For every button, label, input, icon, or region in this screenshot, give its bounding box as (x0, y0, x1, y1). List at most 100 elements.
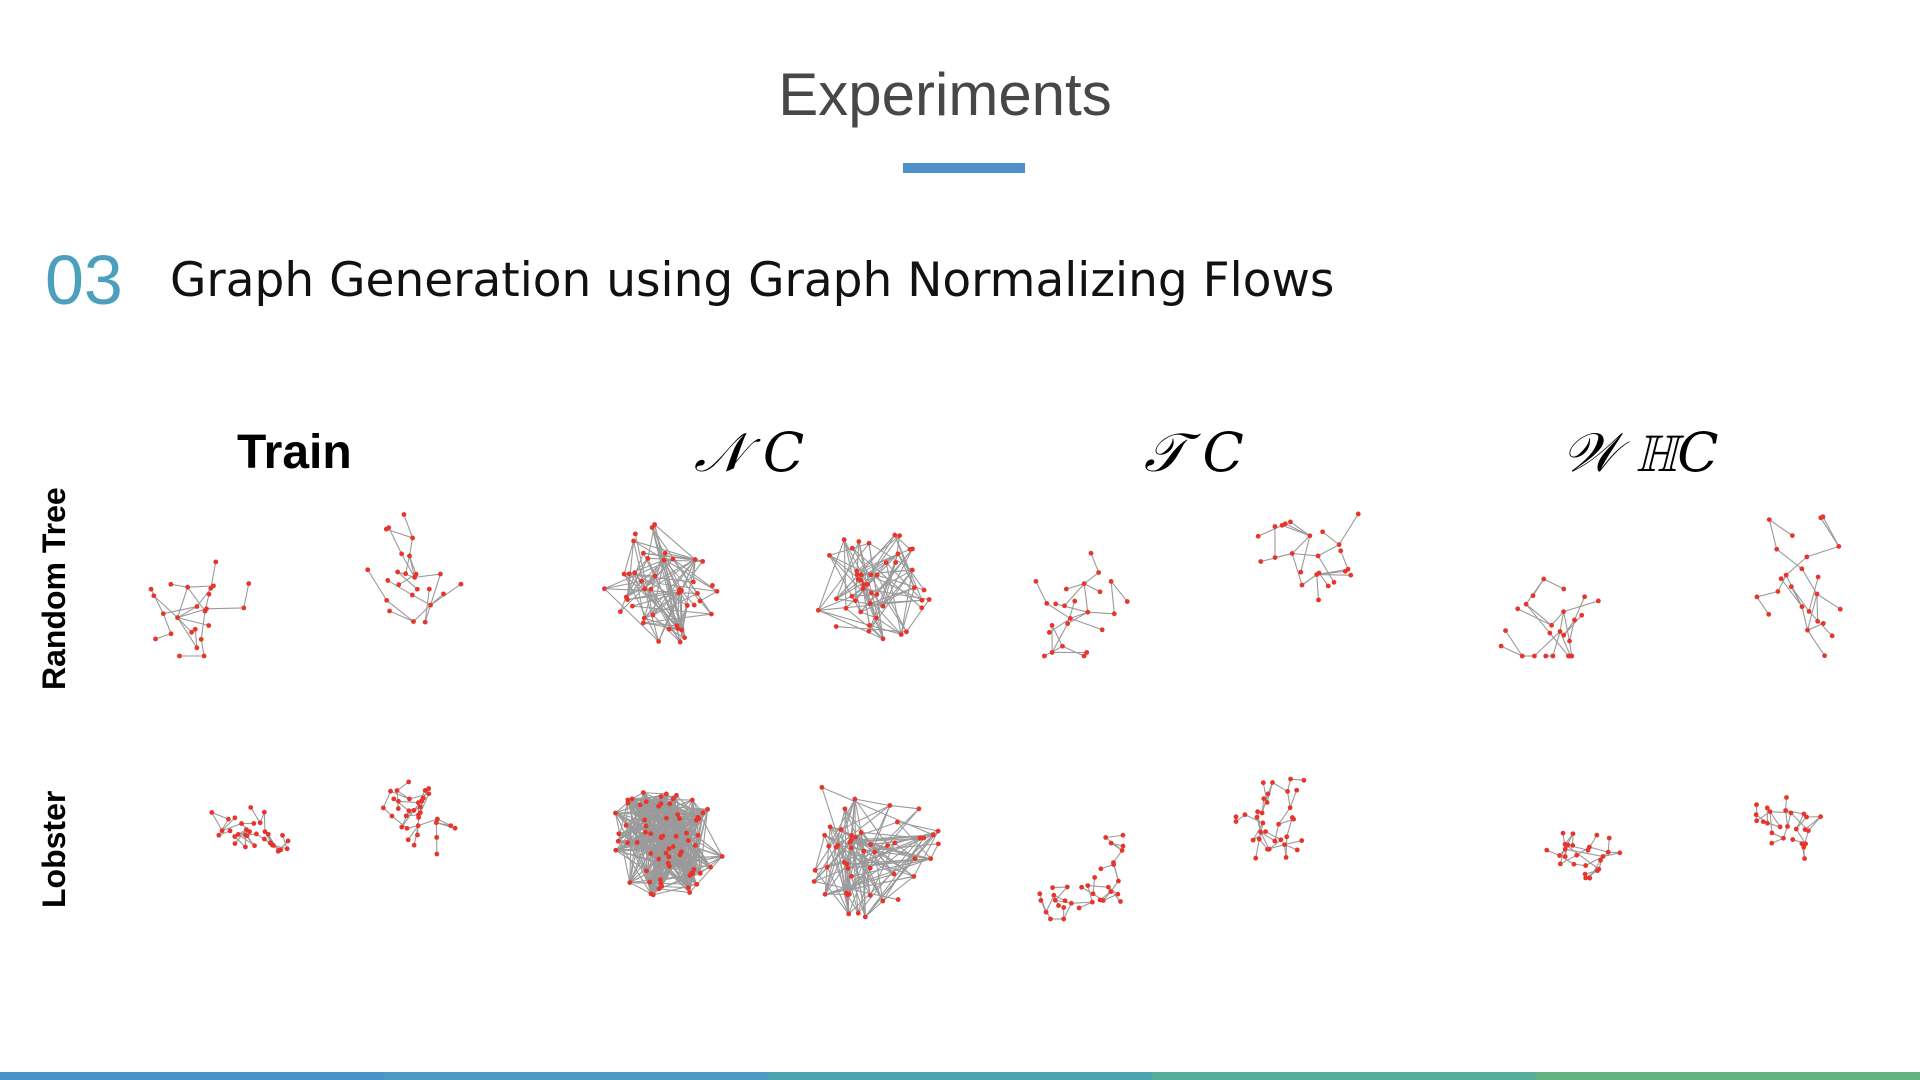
graph-node (232, 815, 238, 821)
graph-node (677, 816, 682, 821)
graph-node (219, 828, 225, 834)
graph-node (658, 794, 664, 799)
graph-edge (150, 588, 164, 614)
graph-edge (1070, 611, 1088, 619)
graph-node (252, 843, 257, 849)
row-label-random-tree: Random Tree (36, 487, 72, 690)
graph-node (639, 578, 644, 584)
graph-edge (634, 533, 654, 616)
graph-node (909, 567, 915, 573)
graph-node (285, 838, 291, 844)
graph-node (448, 823, 454, 829)
graph-edge (1807, 622, 1824, 631)
graph-edge (1563, 614, 1583, 636)
graph-node (1820, 621, 1826, 626)
graph-edge (615, 812, 694, 875)
graph-node (868, 842, 873, 848)
graph-node (1288, 776, 1293, 782)
graph-edge (1756, 590, 1779, 598)
graph-node (1315, 553, 1321, 559)
graph-node (1355, 511, 1361, 517)
graph-edge (900, 587, 915, 635)
graph-node (458, 581, 464, 587)
graph-node (887, 803, 893, 808)
graph-edge (604, 580, 642, 590)
graph-node (1103, 835, 1109, 840)
graph-node (822, 832, 828, 838)
graph-node (246, 581, 252, 586)
graph-edge (1287, 791, 1291, 808)
graph-node (1049, 622, 1055, 628)
graph-node (847, 839, 853, 845)
graph-node (415, 832, 420, 838)
graph-edge (430, 593, 444, 606)
graph-edge (628, 573, 679, 629)
graph-edge (1500, 645, 1523, 657)
graph-edge (870, 844, 915, 877)
graph-node (1294, 847, 1300, 853)
graph-node (858, 572, 864, 578)
graph-node (690, 579, 696, 585)
graph-node (416, 815, 422, 820)
graph-edge (413, 604, 431, 622)
graph-edge (437, 818, 451, 827)
graph-edge (194, 629, 198, 648)
graph-node (1754, 802, 1759, 808)
graph-node (819, 784, 825, 790)
graph-edge (1602, 852, 1620, 858)
graph-node (1316, 597, 1321, 603)
graph-edge (1820, 517, 1840, 547)
graph-node (685, 838, 691, 843)
graph-edge (1532, 578, 1545, 596)
graph-node (1046, 630, 1052, 635)
graph-node (907, 546, 913, 552)
graph-edge (401, 553, 416, 578)
graph-edge (1284, 840, 1302, 846)
graph-edge (1252, 831, 1266, 841)
graph-edge (1780, 578, 1803, 608)
graph-node (415, 823, 421, 829)
footer-segment (1152, 1072, 1536, 1080)
graph-edge (1291, 535, 1311, 554)
graph-node (1081, 653, 1087, 659)
graph-edge (650, 833, 670, 850)
graph-edge (1252, 822, 1264, 841)
graph-edge (679, 592, 683, 630)
graph-edge (669, 865, 697, 885)
graph-node (632, 570, 638, 576)
graph-node (417, 804, 423, 810)
graph-edge (643, 559, 696, 619)
graph-node (895, 551, 901, 557)
graph-node (1562, 846, 1568, 852)
graph-node (874, 592, 880, 597)
graph-edge (857, 852, 876, 914)
graph-node (1041, 653, 1047, 659)
graph-node (1600, 854, 1606, 859)
graph-edge (403, 514, 414, 539)
graph-sample-train-random-tree (365, 512, 464, 625)
graph-node (406, 808, 412, 814)
graph-edge (843, 862, 850, 914)
graph-node (1084, 650, 1090, 655)
graph-edge (153, 595, 178, 619)
graph-node (411, 808, 417, 813)
graph-edge (210, 561, 217, 589)
graph-node (241, 605, 247, 611)
graph-edge (1067, 611, 1089, 625)
graph-node (389, 813, 395, 819)
graph-edge (1272, 782, 1288, 792)
graph-node (641, 615, 647, 621)
graph-node (623, 822, 629, 828)
graph-edge (814, 835, 826, 871)
graph-node (695, 590, 700, 596)
graph-sample-tc-random-tree (1255, 511, 1361, 603)
graph-node (426, 586, 432, 592)
graph-node (1570, 843, 1576, 848)
graph-edge (652, 591, 681, 616)
graph-node (1561, 609, 1566, 615)
graph-node (848, 845, 854, 851)
graph-node (687, 890, 693, 895)
graph-node (827, 552, 832, 558)
graph-node (1583, 863, 1589, 868)
graph-node (670, 796, 676, 802)
